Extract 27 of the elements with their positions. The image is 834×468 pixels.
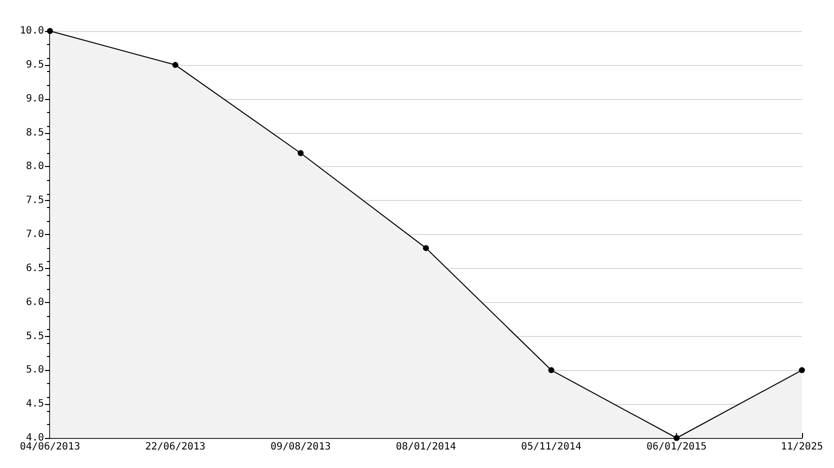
point bbox=[172, 62, 178, 68]
point bbox=[674, 435, 680, 441]
point bbox=[47, 28, 53, 34]
x-tick-label: 11/2025 bbox=[780, 442, 824, 452]
y-tick-label: 7.5 bbox=[26, 195, 44, 206]
y-tick-label: 4.5 bbox=[26, 398, 44, 410]
y-tick-label: 6.0 bbox=[26, 296, 44, 308]
x-tick-label: 06/01/2015 bbox=[646, 442, 707, 452]
point bbox=[298, 150, 304, 156]
point bbox=[798, 367, 805, 374]
y-tick-label: 8.5 bbox=[26, 127, 44, 138]
y-tick-label: 8.0 bbox=[26, 161, 44, 172]
y-tick-label: 4.0 bbox=[26, 432, 44, 444]
y-tick-label: 9.5 bbox=[26, 59, 44, 70]
y-tick-label: 7.0 bbox=[26, 229, 44, 240]
y-tick-label: 10.0 bbox=[20, 26, 44, 36]
y-tick-label: 9.0 bbox=[26, 93, 44, 104]
y-tick-label: 5.0 bbox=[26, 364, 44, 376]
y-tick-label: 5.5 bbox=[26, 330, 44, 342]
point bbox=[548, 367, 554, 374]
point bbox=[422, 245, 429, 252]
x-tick-label: 04/06/2013 bbox=[20, 442, 80, 452]
x-tick-label: 08/01/2014 bbox=[396, 442, 456, 452]
y-tick-label: 6.5 bbox=[26, 262, 44, 274]
x-tick-label: 09/08/2013 bbox=[270, 442, 331, 452]
x-tick-label: 05/11/2014 bbox=[521, 442, 582, 452]
x-tick-label: 22/06/2013 bbox=[145, 442, 206, 452]
